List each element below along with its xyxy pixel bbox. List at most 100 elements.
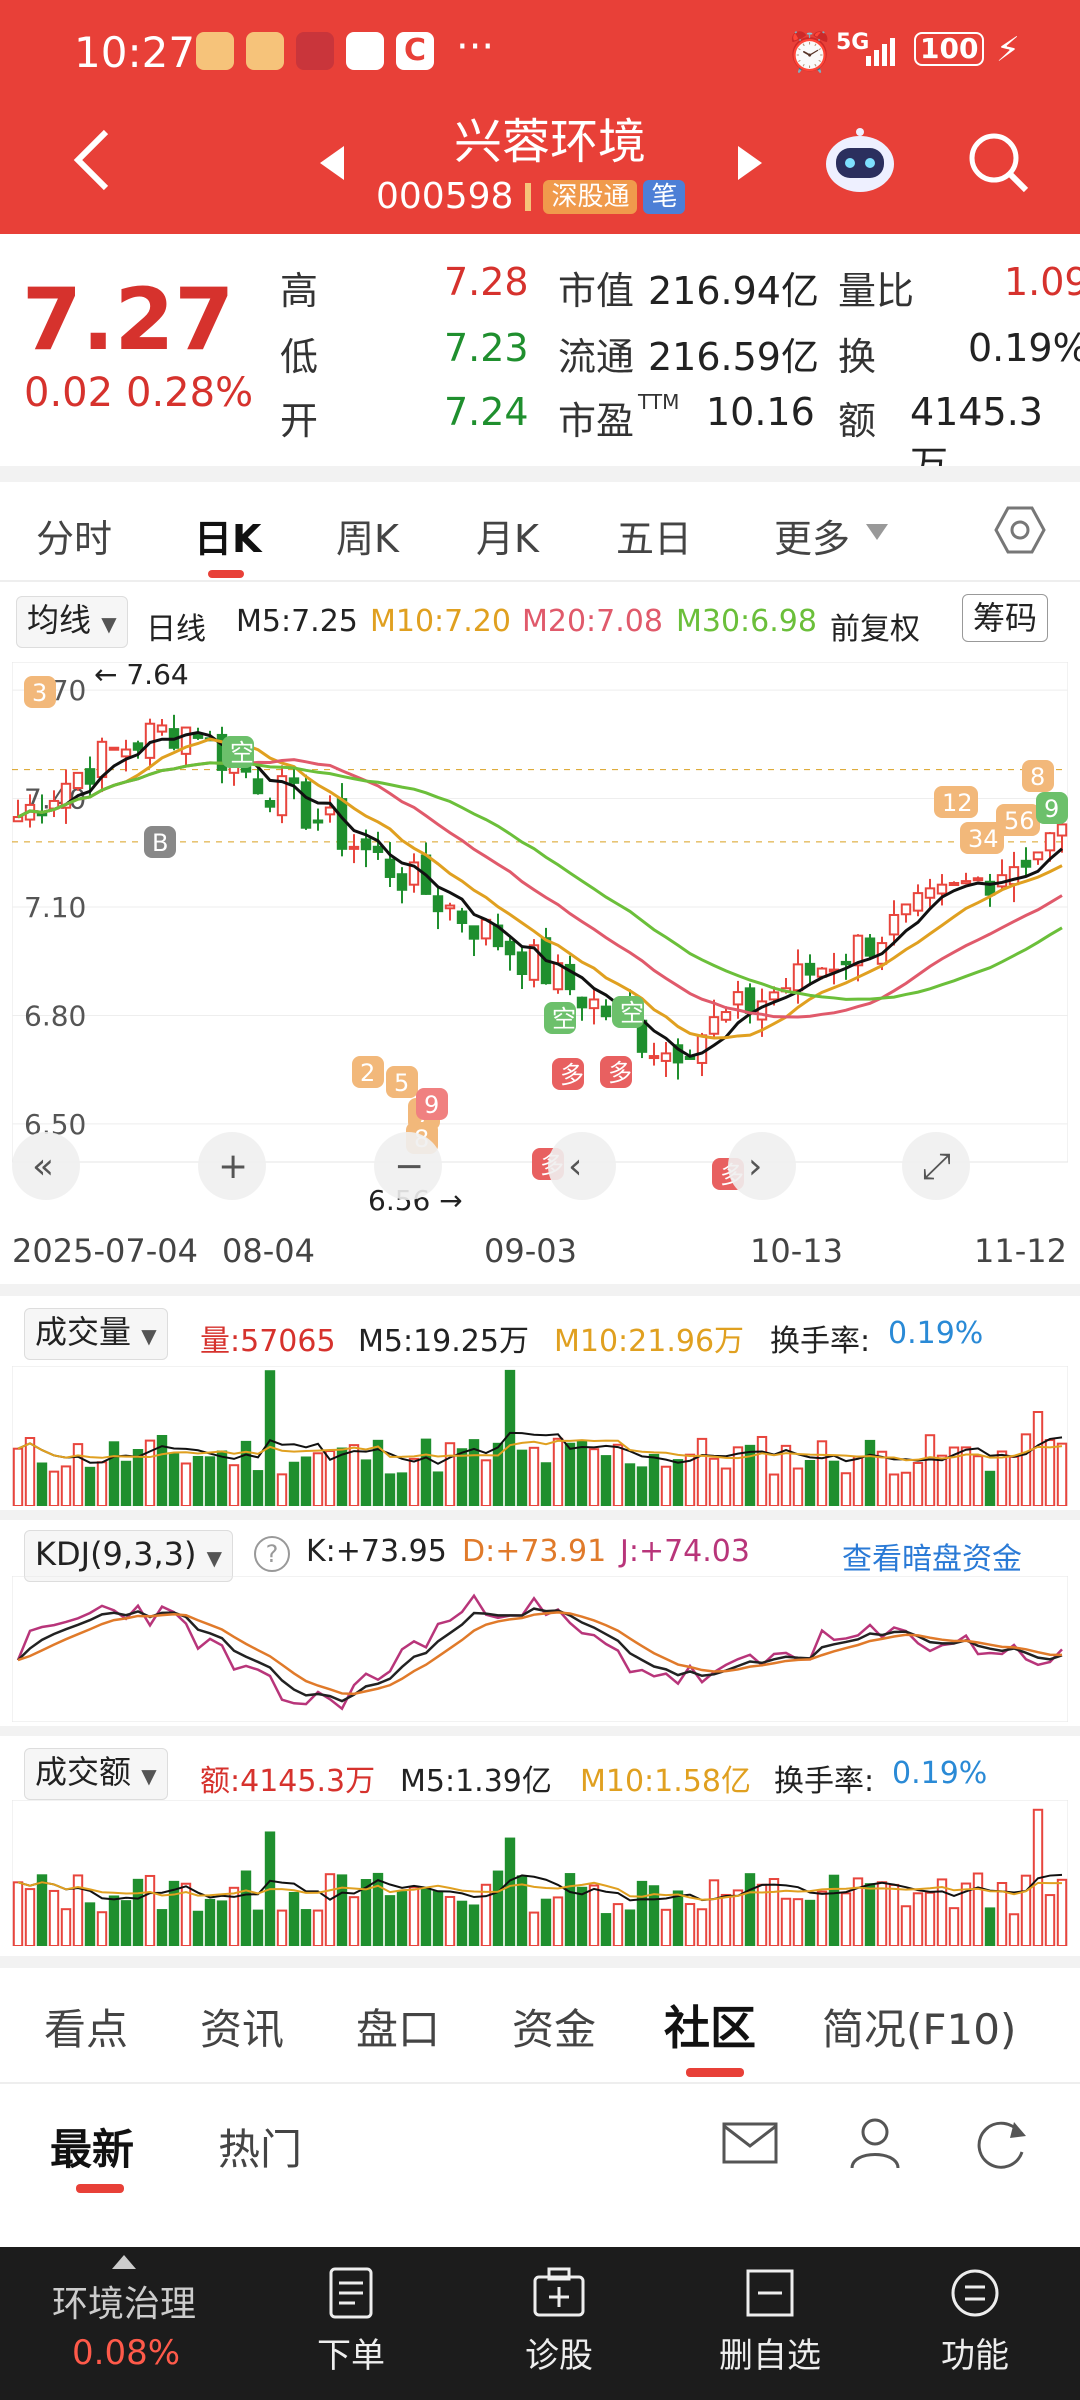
- robot-assistant-icon[interactable]: [822, 126, 898, 196]
- zoom-out-icon: [374, 1132, 442, 1200]
- tab-profile-f10[interactable]: 简况(F10): [822, 2005, 1017, 2054]
- tab-weekly-k[interactable]: 周K: [336, 517, 399, 561]
- bar: [924, 1434, 936, 1506]
- volume-selector[interactable]: 成交量 ▼: [24, 1308, 168, 1360]
- user-icon[interactable]: [848, 2116, 902, 2170]
- diagnose-label: 诊股: [525, 2336, 593, 2376]
- refresh-icon[interactable]: [974, 2116, 1028, 2170]
- amount-chart[interactable]: [12, 1800, 1068, 1946]
- short-marker: [222, 736, 254, 768]
- long-marker-text: 多: [608, 1059, 632, 1087]
- amount-m10: M10:1.58亿: [580, 1764, 751, 1799]
- settings-hexagon-icon[interactable]: [994, 504, 1046, 556]
- bar: [144, 1439, 156, 1506]
- bar: [348, 1444, 360, 1506]
- low-label: 低: [280, 335, 319, 379]
- kline-chart[interactable]: 7.707.407.106.806.50← 7.646.56 →B空空空2578…: [12, 662, 1068, 1222]
- bar: [516, 1875, 528, 1946]
- mobile-app-icon: [346, 32, 384, 70]
- turnover-value: 0.19%: [968, 326, 1080, 370]
- functions-button[interactable]: 功能: [920, 2267, 1030, 2377]
- chevron-down-icon: ▼: [141, 1764, 157, 1788]
- short-marker-text: 空: [620, 999, 644, 1027]
- dark-pool-link[interactable]: 查看暗盘资金: [842, 1542, 1022, 1577]
- amount-selector[interactable]: 成交额 ▼: [24, 1748, 168, 1800]
- tab-orderbook[interactable]: 盘口: [356, 2005, 441, 2054]
- bar: [504, 1369, 516, 1506]
- candle-body: [696, 1034, 708, 1064]
- bar: [744, 1873, 756, 1946]
- bar: [660, 1908, 672, 1946]
- network-type: 5G: [836, 30, 870, 55]
- bar: [1044, 1894, 1056, 1946]
- tab-news[interactable]: 资讯: [200, 2005, 285, 2054]
- tab-capital[interactable]: 资金: [512, 2005, 597, 2054]
- tab-community[interactable]: 社区: [664, 2001, 756, 2055]
- tab-monthly-k[interactable]: 月K: [476, 517, 539, 561]
- short-marker-text: 空: [230, 739, 254, 767]
- scroll-left-icon: [12, 1132, 80, 1200]
- x-axis: 2025-07-04 08-04 09-03 10-13 11-12: [0, 1232, 1080, 1274]
- adjust-mode[interactable]: 前复权: [830, 612, 920, 647]
- bar: [300, 1456, 312, 1506]
- candle-body: [744, 987, 756, 1014]
- price-change-pct: 0.28%: [126, 370, 254, 416]
- tab-daily-k[interactable]: 日K: [194, 517, 262, 561]
- order-button[interactable]: 下单: [296, 2267, 406, 2377]
- kdj-chart[interactable]: [12, 1576, 1068, 1722]
- pe-label: 市盈: [558, 399, 635, 443]
- sector-change: 0.08%: [72, 2333, 181, 2373]
- bar: [708, 1879, 720, 1946]
- section-divider: [0, 1726, 1080, 1736]
- bar: [480, 1459, 492, 1506]
- help-icon[interactable]: ?: [254, 1536, 290, 1572]
- back-icon[interactable]: [72, 128, 112, 192]
- short-marker: [544, 1002, 576, 1034]
- bar: [636, 1466, 648, 1506]
- candle-body: [468, 925, 480, 940]
- candle-body: [792, 963, 804, 992]
- prev-stock-icon[interactable]: [320, 146, 346, 180]
- candle-body: [1044, 832, 1056, 852]
- section-divider: [0, 1510, 1080, 1520]
- bar: [312, 1452, 324, 1506]
- tab-highlights[interactable]: 看点: [44, 2005, 129, 2054]
- tab-indicator: [76, 2184, 124, 2193]
- diagnose-button[interactable]: 诊股: [504, 2267, 614, 2377]
- candle-body: [360, 838, 372, 851]
- tab-intraday[interactable]: 分时: [36, 517, 113, 561]
- bar: [888, 1883, 900, 1946]
- count-marker-text: 12: [942, 789, 973, 817]
- bar: [108, 1895, 120, 1946]
- bar: [48, 1470, 60, 1506]
- chevron-down-icon: [866, 524, 888, 540]
- mail-icon[interactable]: [722, 2120, 778, 2166]
- volume-chart[interactable]: [12, 1366, 1068, 1506]
- count-marker: [996, 804, 1040, 836]
- high-label: 高: [280, 269, 319, 313]
- bar: [972, 1872, 984, 1946]
- bar: [552, 1896, 564, 1946]
- search-icon[interactable]: [966, 130, 1030, 194]
- ma-selector[interactable]: 均线 ▼: [16, 596, 128, 648]
- sector-name[interactable]: 环境治理: [52, 2284, 197, 2325]
- bar: [396, 1891, 408, 1946]
- subtab-latest[interactable]: 最新: [50, 2125, 135, 2174]
- bar: [936, 1454, 948, 1506]
- kdj-selector[interactable]: KDJ(9,3,3) ▼: [24, 1530, 234, 1582]
- vol-ratio-value: 1.09: [1004, 260, 1080, 304]
- high-value: 7.28: [444, 260, 529, 304]
- next-stock-icon[interactable]: [736, 146, 762, 180]
- bar: [1008, 1455, 1020, 1506]
- tab-five-day[interactable]: 五日: [616, 517, 693, 561]
- bar: [360, 1879, 372, 1946]
- tab-more[interactable]: 更多: [774, 517, 851, 561]
- remove-watchlist-button[interactable]: 删自选: [700, 2267, 840, 2377]
- zoom-in-icon-glyph: +: [218, 1146, 248, 1187]
- count-marker: [416, 1088, 448, 1120]
- prev-period-icon-glyph: ‹: [568, 1146, 582, 1187]
- subtab-hot[interactable]: 热门: [218, 2125, 303, 2174]
- bar: [1032, 1411, 1044, 1506]
- chips-button[interactable]: 筹码: [962, 594, 1049, 642]
- kdj-selector-label: KDJ(9,3,3): [35, 1535, 197, 1573]
